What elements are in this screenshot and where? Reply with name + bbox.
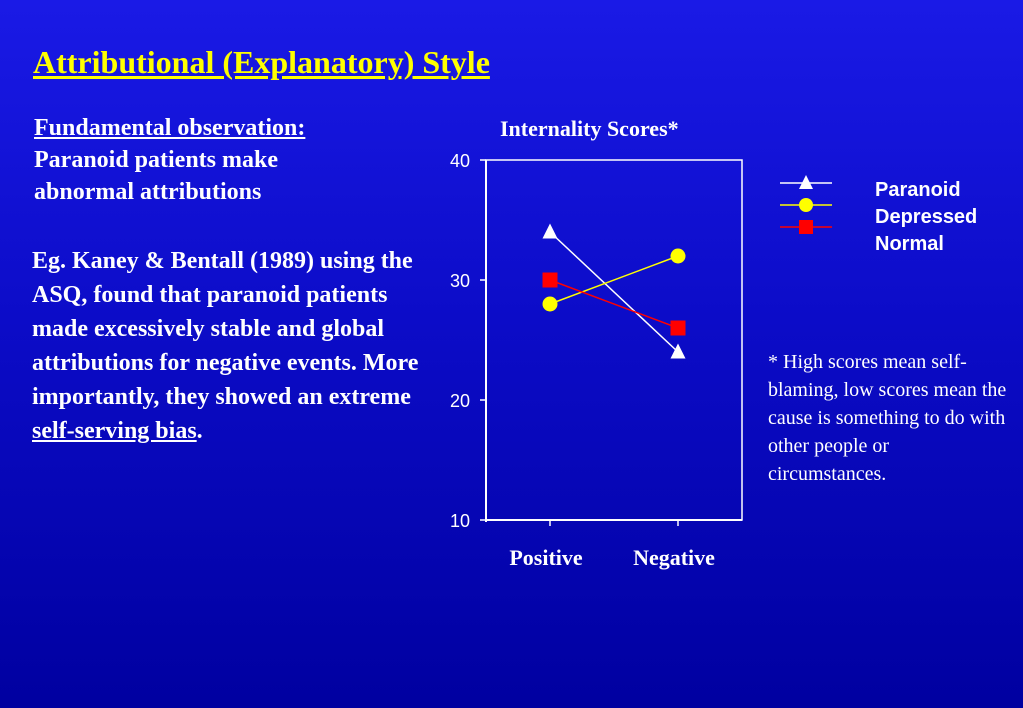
depressed-series-line (549, 255, 679, 305)
paranoid-series-line (549, 231, 679, 353)
chart-legend (780, 175, 832, 234)
footnote: * High scores mean self-blaming, low sco… (768, 351, 1007, 485)
y-tick-label: 20 (450, 391, 470, 411)
plot-frame (485, 159, 743, 521)
y-tick-label: 40 (450, 151, 470, 171)
legend-marker-depressed (799, 198, 813, 212)
depressed-point (670, 248, 686, 264)
x-tick-label: Negative (633, 545, 715, 570)
slide-title: Attributional (Explanatory) Style (33, 44, 490, 80)
y-tick-label: 30 (450, 271, 470, 291)
fundamental-heading: Fundamental observation: (34, 115, 306, 141)
legend-label-depressed: Depressed (875, 206, 978, 228)
depressed-point (542, 296, 558, 312)
legend-marker-paranoid (799, 175, 813, 189)
self-serving-bias-text: self-serving bias (32, 418, 197, 444)
body-period: . (196, 418, 203, 444)
normal-series-line (549, 279, 679, 329)
legend-marker-normal (799, 220, 813, 234)
fundamental-line-1: Paranoid patients make (34, 147, 279, 173)
legend-label-normal: Normal (875, 233, 944, 255)
normal-point (670, 320, 686, 336)
normal-point (542, 272, 558, 288)
fundamental-line-2: abnormal attributions (34, 179, 262, 205)
legend-label-paranoid: Paranoid (875, 179, 961, 201)
internality-chart: 10 20 30 40 Positive Negative (450, 151, 743, 570)
body-paragraph: Eg. Kaney & Bentall (1989) using the ASQ… (32, 244, 427, 448)
chart-title: Internality Scores* (500, 116, 679, 141)
fundamental-observation: Fundamental observation: Paranoid patien… (34, 112, 434, 208)
paranoid-point (542, 223, 558, 239)
y-tick-label: 10 (450, 511, 470, 531)
paranoid-point (670, 343, 686, 359)
body-text: Eg. Kaney & Bentall (1989) using the ASQ… (32, 248, 419, 410)
x-tick-label: Positive (509, 545, 583, 570)
